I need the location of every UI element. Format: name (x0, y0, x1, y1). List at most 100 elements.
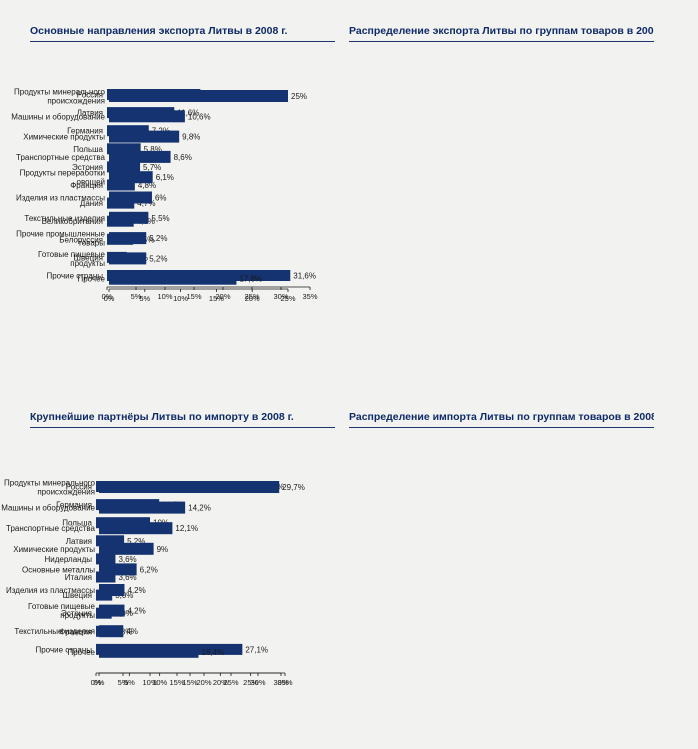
x-tick-label: 25% (280, 294, 295, 303)
category-label: Латвия (66, 537, 92, 546)
value-label: 6,1% (156, 173, 174, 182)
bar (96, 553, 116, 565)
category-label: Химические продукты (13, 545, 95, 554)
value-label: 5,8% (144, 145, 162, 154)
value-label: 5,2% (149, 254, 167, 263)
bar (109, 191, 152, 204)
bar (109, 130, 180, 143)
category-label: Нидерланды (45, 555, 93, 564)
chart-panel-export-goods: Распределение экспорта Литвы по группам … (11, 0, 698, 363)
category-label: Германия (56, 501, 92, 510)
category-label: Машины и оборудование (11, 112, 105, 121)
x-tick-label: 20% (213, 678, 228, 687)
bar (99, 522, 173, 535)
bar (109, 232, 147, 245)
category-label: Швеция (74, 253, 103, 262)
x-tick-label: 15% (186, 292, 201, 301)
bar (99, 542, 154, 555)
category-label: Продукты минерального (14, 88, 106, 97)
x-tick-label: 30% (273, 678, 288, 687)
category-label: Прочие страны (46, 272, 103, 281)
x-tick-label: 0% (94, 678, 105, 687)
value-label: 27,1% (245, 645, 268, 654)
x-tick-label: 5% (131, 292, 142, 301)
x-tick-label: 30% (250, 678, 265, 687)
bar (109, 110, 185, 123)
category-label: Россия (66, 483, 92, 492)
x-tick-label: 25% (244, 292, 259, 301)
x-tick-label: 15% (169, 678, 184, 687)
bar (99, 645, 199, 658)
category-label: Латвия (77, 109, 103, 118)
value-label: 17,8% (239, 275, 262, 284)
value-label: 8,6% (174, 153, 192, 162)
x-tick-label: 35% (302, 292, 317, 301)
value-label: 11,6% (177, 109, 199, 118)
x-tick-label: 10% (157, 292, 172, 301)
category-label: Эстония (61, 609, 92, 618)
category-label: Италия (65, 573, 92, 582)
value-label: 4,8% (138, 181, 156, 190)
value-label: 9% (157, 545, 169, 554)
value-label: 4,7% (137, 199, 155, 208)
x-tick-label: 10% (152, 678, 167, 687)
value-label: 5,7% (143, 163, 161, 172)
bar (99, 563, 137, 576)
x-tick-label: 0% (104, 294, 115, 303)
category-label: Прочее (67, 648, 95, 657)
category-label: Изделия из пластмассы (6, 586, 95, 595)
category-label: Польша (73, 145, 103, 154)
category-label: продукты (70, 259, 105, 268)
bar (96, 535, 125, 547)
value-label: 3,6% (118, 573, 136, 582)
x-tick-label: 30% (273, 292, 288, 301)
value-label: 9,8% (182, 133, 200, 142)
category-label: происхождения (37, 488, 95, 497)
value-label: 6% (155, 194, 167, 203)
x-tick-label: 35% (277, 678, 292, 687)
category-label: Транспортные средства (16, 153, 106, 162)
value-label: 5,5% (151, 214, 169, 223)
bar (99, 604, 125, 617)
category-label: Франция (59, 627, 92, 636)
category-label: Германия (67, 127, 103, 136)
value-label: 4% (126, 627, 138, 636)
bar (109, 90, 288, 102)
value-label: 16,4% (201, 648, 224, 657)
value-label: 4,2% (127, 586, 145, 595)
bar (109, 211, 149, 224)
category-label: Химические продукты (23, 133, 105, 142)
category-label: продукты (60, 611, 95, 620)
chart-page: Основные направления экспорта Литвы в 20… (1, 0, 698, 687)
category-label: Основные металлы (22, 565, 95, 574)
category-label: Швеция (63, 591, 92, 600)
chart-panel-import-goods: Распределение импорта Литвы по группам т… (1, 386, 698, 749)
x-tick-label: 5% (124, 678, 135, 687)
x-tick-label: 10% (173, 294, 188, 303)
bar (109, 272, 237, 285)
bar (107, 179, 135, 191)
category-label: Эстония (72, 163, 103, 172)
bar (109, 171, 153, 184)
category-label: Продукты переработки (20, 169, 105, 178)
category-label: Машины и оборудование (1, 504, 95, 513)
x-tick-label: 5% (139, 294, 150, 303)
category-label: Прочие промышленные (16, 230, 105, 239)
category-label: Текстильные изделия (14, 627, 95, 636)
value-label: 5,2% (127, 537, 145, 546)
category-label: Польша (62, 519, 92, 528)
x-tick-label: 10% (142, 678, 157, 687)
x-tick-label: 20% (245, 294, 260, 303)
x-tick-label: 0% (102, 292, 113, 301)
x-tick-label: 5% (118, 678, 129, 687)
value-label: 12,1% (175, 524, 198, 533)
category-label: Продукты минерального (4, 479, 96, 488)
category-label: товары (78, 239, 105, 248)
category-label: Прочее (77, 275, 105, 284)
category-label: Текстильные изделия (24, 214, 105, 223)
category-label: Франция (70, 181, 103, 190)
chart-title: Распределение импорта Литвы по группам т… (349, 411, 654, 428)
category-label: Россия (77, 91, 103, 100)
